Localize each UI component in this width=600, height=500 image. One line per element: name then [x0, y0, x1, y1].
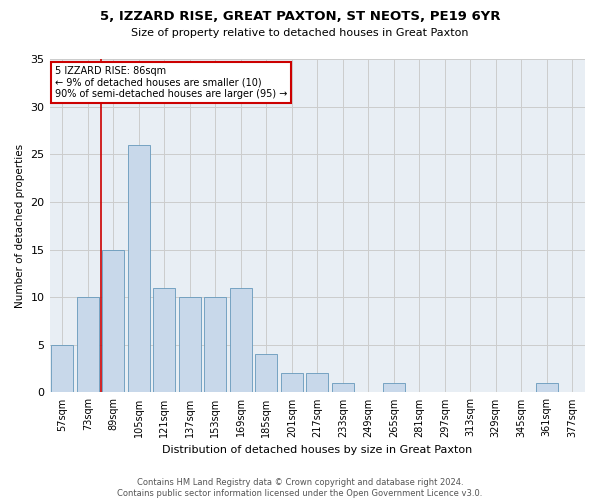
Bar	[103, 250, 124, 392]
Bar	[256, 354, 277, 393]
Text: Size of property relative to detached houses in Great Paxton: Size of property relative to detached ho…	[131, 28, 469, 38]
Text: 5 IZZARD RISE: 86sqm
← 9% of detached houses are smaller (10)
90% of semi-detach: 5 IZZARD RISE: 86sqm ← 9% of detached ho…	[55, 66, 287, 99]
Text: Contains HM Land Registry data © Crown copyright and database right 2024.
Contai: Contains HM Land Registry data © Crown c…	[118, 478, 482, 498]
Bar	[536, 383, 557, 392]
Bar	[281, 374, 302, 392]
Bar	[230, 288, 251, 393]
X-axis label: Distribution of detached houses by size in Great Paxton: Distribution of detached houses by size …	[162, 445, 472, 455]
Bar	[307, 374, 328, 392]
Y-axis label: Number of detached properties: Number of detached properties	[15, 144, 25, 308]
Bar	[332, 383, 353, 392]
Bar	[77, 297, 98, 392]
Text: 5, IZZARD RISE, GREAT PAXTON, ST NEOTS, PE19 6YR: 5, IZZARD RISE, GREAT PAXTON, ST NEOTS, …	[100, 10, 500, 23]
Bar	[179, 297, 200, 392]
Bar	[52, 345, 73, 393]
Bar	[205, 297, 226, 392]
Bar	[154, 288, 175, 393]
Bar	[128, 144, 149, 392]
Bar	[383, 383, 404, 392]
